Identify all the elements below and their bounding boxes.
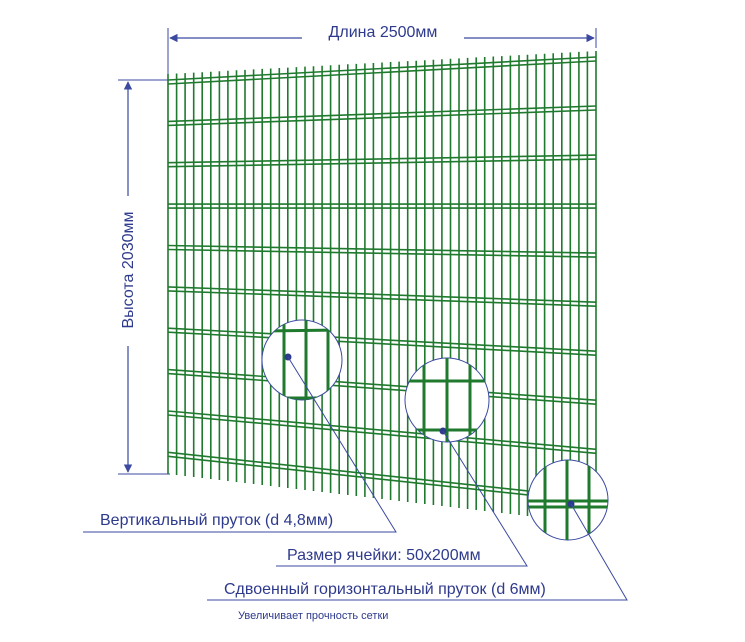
horizontal-rod (167, 290, 597, 307)
vertical-rod-label: Вертикальный пруток (d 4,8мм) (100, 512, 333, 529)
horizontal-rod (167, 105, 597, 123)
horizontal-rod (167, 286, 597, 303)
horizontal-rod (167, 158, 597, 168)
horizontal-rod (167, 410, 597, 451)
height-label: Высота 2030мм (120, 212, 137, 329)
height-dimension: Высота 2030мм (118, 79, 170, 475)
horizontal-rod (167, 248, 597, 258)
horizontal-rod (167, 244, 597, 254)
mesh-panel (167, 51, 597, 524)
double-rod-label: Сдвоенный горизонтальный пруток (d 6мм) (224, 581, 546, 598)
horizontal-rod (167, 368, 597, 401)
horizontal-rod (167, 327, 597, 352)
horizontal-rod (167, 154, 597, 164)
cell-size-label: Размер ячейки: 50х200мм (287, 547, 481, 564)
horizontal-rod (167, 455, 597, 504)
leader-lines (83, 356, 628, 601)
length-label: Длина 2500мм (329, 24, 438, 41)
magnifier-vertical-rod (261, 319, 343, 401)
magnifier-cell-size (404, 357, 490, 443)
horizontal-rod (167, 414, 597, 455)
length-dimension: Длина 2500мм (167, 22, 597, 80)
horizontal-rod (167, 331, 597, 356)
horizontal-rod (167, 451, 597, 500)
horizontal-rod (167, 372, 597, 405)
magnifier-double-rod (527, 459, 609, 541)
horizontal-rod (167, 56, 597, 81)
horizontal-rod (167, 60, 597, 85)
horizontal-rod (167, 109, 597, 127)
double-rod-note: Увеличивает прочность сетки (238, 610, 388, 622)
